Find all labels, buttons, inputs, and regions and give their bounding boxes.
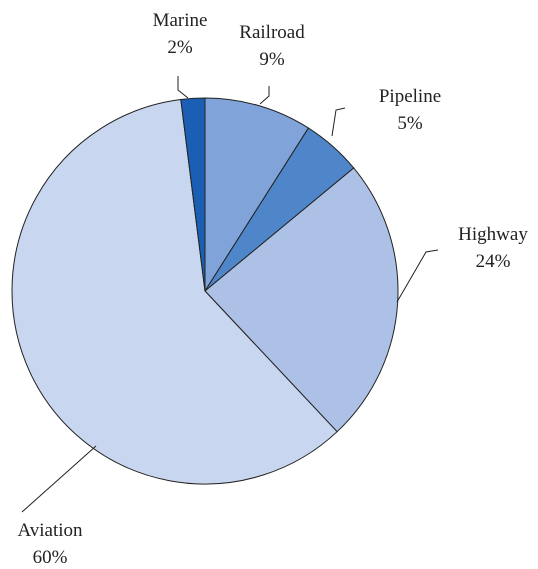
- slice-label: Railroad: [239, 22, 305, 43]
- pie-slice: [11, 98, 338, 485]
- slice-value-label: 9%: [259, 49, 285, 70]
- slice-value-label: 24%: [476, 251, 511, 272]
- leader-line: [21, 445, 97, 513]
- pie-slice: [180, 97, 206, 292]
- slice-value-label: 60%: [33, 547, 68, 568]
- leader-line: [331, 107, 346, 137]
- leader-line: [177, 76, 189, 99]
- pie-slice: [204, 167, 399, 433]
- pie-slice: [204, 97, 310, 293]
- leader-line: [259, 86, 270, 105]
- slice-label: Aviation: [17, 520, 83, 541]
- slice-value-label: 2%: [167, 37, 193, 58]
- slice-label: Marine: [153, 10, 208, 31]
- slice-value-label: 5%: [397, 113, 423, 134]
- leader-line: [396, 249, 439, 303]
- slice-label: Pipeline: [379, 86, 441, 107]
- slice-label: Highway: [458, 224, 528, 245]
